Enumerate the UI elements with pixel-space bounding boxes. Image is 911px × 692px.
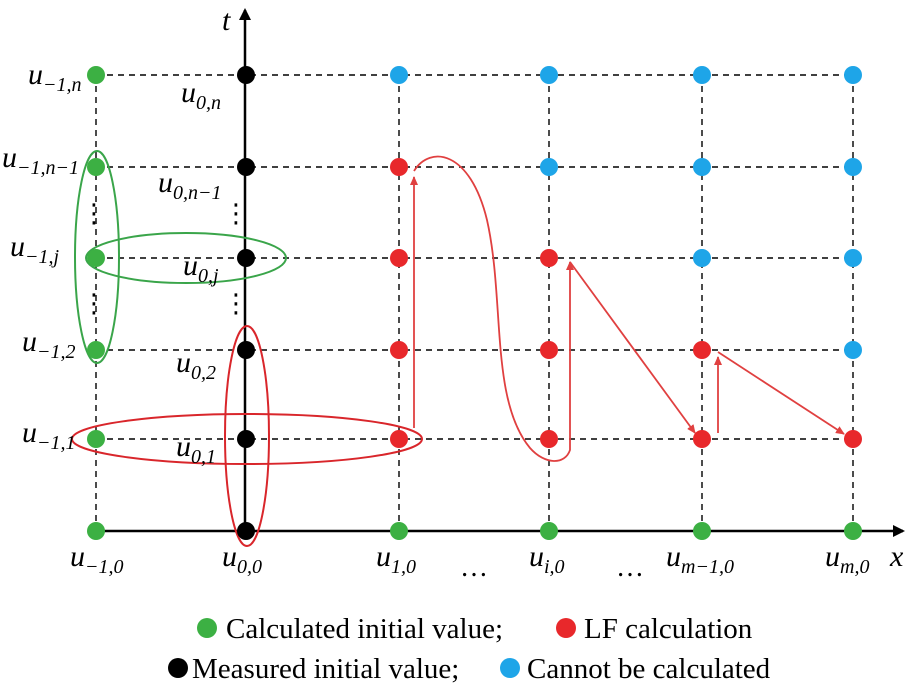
legend-text-red: LF calculation [584,613,753,645]
point-green-r5-c2 [390,522,408,540]
row-label-n-minus-1: u−1,n−1 [2,141,79,179]
point-red-r3-c3 [540,341,558,359]
point-black-r4-c1 [237,430,255,448]
point-red-r4-c3 [540,430,558,448]
col0-label-1: u0,1 [176,430,216,468]
point-green-r5-c4 [693,522,711,540]
point-red-r4-c4 [693,430,711,448]
point-black-r5-c1 [237,522,255,540]
point-green-r5-c5 [844,522,862,540]
vdots-left-lower: ⋮ [81,289,107,319]
vdots-col0-upper: ⋮ [223,199,249,229]
legend-blue-dot [500,658,520,678]
path-arrow-5 [717,351,845,435]
row-label-n: u−1,n [28,58,82,96]
col0-label-n: u0,n [181,76,221,114]
point-black-r3-c1 [237,341,255,359]
bottom-label-u-minus1-0: u−1,0 [70,540,124,578]
bottom-label-u-1-0: u1,0 [376,540,416,578]
point-green-r5-c0 [87,522,105,540]
legend-green-dot [197,618,217,638]
bottom-label-u-m-0: um,0 [825,540,869,578]
point-blue-r2-c5 [844,249,862,267]
legend-text-blue: Cannot be calculated [527,653,771,685]
bottom-label-u-i-0: ui,0 [529,540,565,578]
point-blue-r0-c4 [693,66,711,84]
point-red-r4-c5 [844,430,862,448]
legend-black-dot [168,658,188,678]
point-blue-r0-c2 [390,66,408,84]
green-vertical-ellipse [74,150,120,364]
col0-label-n-minus-1: u0,n−1 [158,166,222,204]
point-green-r1-c0 [87,158,105,176]
red-vertical-ellipse [224,325,270,547]
point-red-r4-c2 [390,430,408,448]
row-label-2: u−1,2 [22,325,76,363]
red-horizontal-ellipse [71,413,423,465]
point-red-r2-c3 [540,249,558,267]
legend: Calculated initial value; LF calculation… [168,613,771,685]
row-label-1: u−1,1 [22,416,76,454]
col0-label-j: u0,j [183,249,219,287]
legend-red-dot [556,618,576,638]
lf-calculation-path [410,155,845,462]
point-black-r2-c1 [237,249,255,267]
dashed-grid [95,74,854,531]
vdots-left-upper: ⋮ [81,199,107,229]
t-axis-label: t [222,4,231,37]
point-green-r0-c0 [87,66,105,84]
point-green-r4-c0 [87,430,105,448]
bottom-label-u-m-1-0: um−1,0 [666,540,734,578]
point-black-r0-c1 [237,66,255,84]
vdots-col0-lower: ⋮ [223,289,249,319]
point-blue-r3-c5 [844,341,862,359]
point-red-r1-c2 [390,158,408,176]
point-blue-r1-c5 [844,158,862,176]
row-label-j: u−1,j [10,230,59,268]
point-blue-r2-c4 [693,249,711,267]
legend-text-black: Measured initial value; [192,653,459,685]
point-blue-r0-c3 [540,66,558,84]
path-arrow-3 [569,261,696,434]
col0-label-2: u0,2 [176,346,216,384]
point-red-r2-c2 [390,249,408,267]
bottom-ellipsis-1: … [460,552,488,583]
bottom-ellipsis-2: … [616,552,644,583]
grid-points [87,66,862,540]
x-axis-label: x [889,540,904,573]
point-green-r3-c0 [87,341,105,359]
point-red-r3-c2 [390,341,408,359]
point-blue-r1-c3 [540,158,558,176]
point-blue-r1-c4 [693,158,711,176]
point-black-r1-c1 [237,158,255,176]
point-red-r3-c4 [693,341,711,359]
bottom-label-u-0-0: u0,0 [222,540,262,578]
point-green-r2-c0 [87,249,105,267]
green-horizontal-ellipse [85,232,287,284]
point-green-r5-c3 [540,522,558,540]
path-curve [413,155,574,462]
point-blue-r0-c5 [844,66,862,84]
legend-text-green: Calculated initial value; [226,613,503,645]
